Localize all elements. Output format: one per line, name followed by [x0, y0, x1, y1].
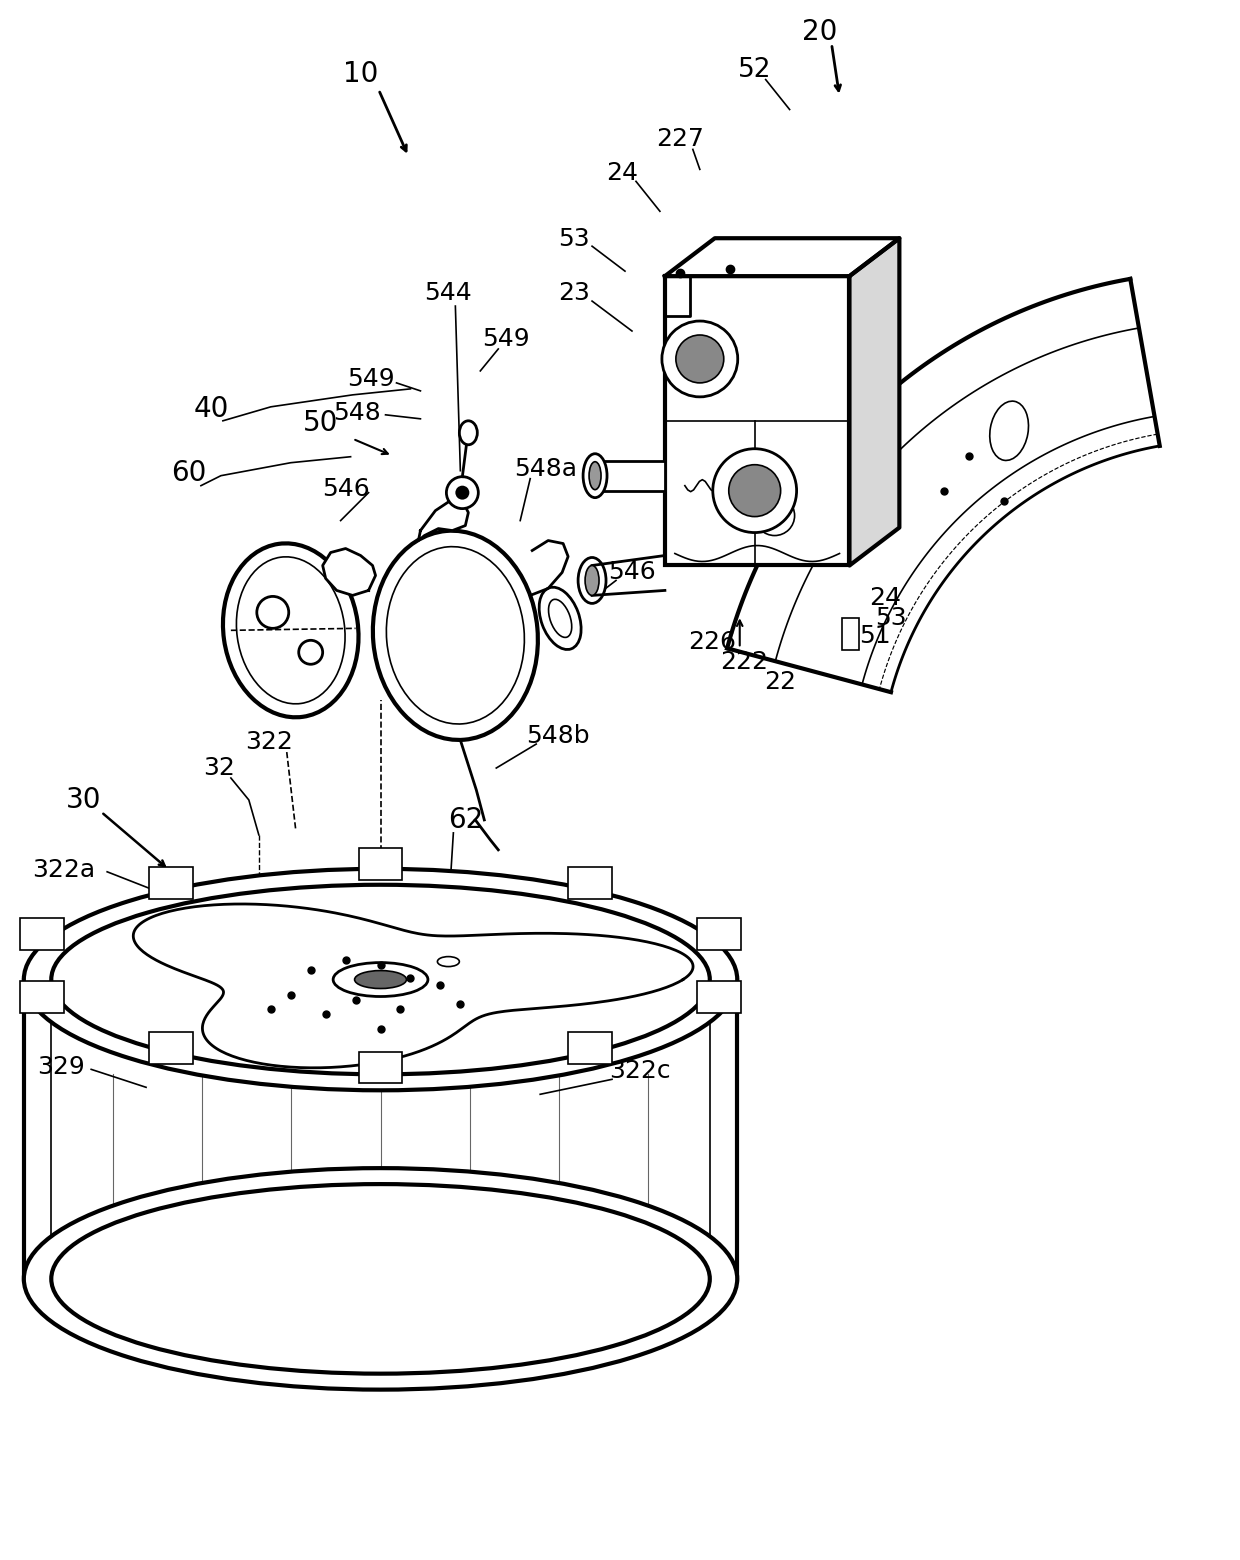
Ellipse shape: [459, 421, 477, 445]
Text: 23: 23: [558, 281, 590, 306]
Text: 30: 30: [66, 786, 100, 814]
Polygon shape: [322, 549, 376, 596]
Text: 546: 546: [608, 560, 656, 585]
Text: 60: 60: [171, 459, 207, 487]
Text: 322b: 322b: [358, 1236, 423, 1259]
Circle shape: [257, 596, 289, 629]
Polygon shape: [595, 460, 665, 491]
FancyBboxPatch shape: [697, 919, 742, 950]
Polygon shape: [727, 279, 1159, 693]
FancyBboxPatch shape: [697, 981, 742, 1012]
Ellipse shape: [223, 543, 358, 718]
Ellipse shape: [373, 530, 538, 739]
FancyBboxPatch shape: [358, 847, 403, 880]
FancyBboxPatch shape: [568, 867, 611, 899]
Text: 542: 542: [439, 657, 486, 680]
Ellipse shape: [334, 963, 428, 997]
Text: 548a: 548a: [513, 457, 577, 480]
Polygon shape: [665, 239, 899, 276]
Text: 322c: 322c: [609, 1059, 671, 1083]
Text: 322: 322: [244, 730, 293, 753]
Text: 548: 548: [332, 401, 381, 424]
Text: 32: 32: [203, 757, 234, 780]
Text: 53: 53: [875, 607, 908, 630]
Ellipse shape: [24, 869, 738, 1090]
Text: 329: 329: [365, 1285, 413, 1309]
Text: 329: 329: [37, 1056, 86, 1080]
Text: 40: 40: [193, 395, 228, 423]
Text: 20: 20: [802, 17, 837, 45]
Text: 544: 544: [424, 281, 472, 306]
Text: 24: 24: [869, 587, 901, 610]
FancyBboxPatch shape: [568, 1033, 611, 1064]
FancyBboxPatch shape: [20, 981, 63, 1012]
FancyBboxPatch shape: [149, 867, 193, 899]
Ellipse shape: [578, 557, 606, 604]
Polygon shape: [133, 903, 693, 1069]
Circle shape: [455, 485, 469, 499]
Circle shape: [713, 449, 796, 532]
Ellipse shape: [355, 970, 407, 989]
Ellipse shape: [51, 885, 709, 1075]
Text: 50: 50: [303, 409, 339, 437]
Polygon shape: [418, 501, 469, 540]
Text: 62: 62: [448, 807, 482, 835]
Ellipse shape: [585, 565, 599, 596]
FancyBboxPatch shape: [358, 1051, 403, 1084]
Text: 10: 10: [343, 59, 378, 87]
Circle shape: [446, 477, 479, 509]
Circle shape: [662, 321, 738, 396]
Circle shape: [729, 465, 781, 516]
Text: 52: 52: [738, 56, 771, 83]
Ellipse shape: [438, 956, 459, 967]
Text: 226: 226: [688, 630, 735, 654]
FancyBboxPatch shape: [149, 1033, 193, 1064]
Text: 549: 549: [347, 367, 394, 392]
Text: 227: 227: [656, 128, 704, 151]
FancyBboxPatch shape: [20, 919, 63, 950]
Text: 54: 54: [482, 668, 515, 693]
Text: 53: 53: [558, 228, 590, 251]
FancyBboxPatch shape: [665, 276, 849, 565]
Ellipse shape: [583, 454, 608, 498]
Text: 322a: 322a: [32, 858, 94, 881]
Ellipse shape: [539, 587, 582, 649]
Text: 22: 22: [764, 671, 796, 694]
Text: 24: 24: [606, 161, 639, 186]
Ellipse shape: [51, 1184, 709, 1374]
Ellipse shape: [24, 1168, 738, 1390]
Text: 325a: 325a: [609, 947, 671, 972]
Text: 549: 549: [482, 328, 529, 351]
Text: 548b: 548b: [526, 724, 590, 749]
Text: 51: 51: [859, 624, 892, 649]
Text: 546: 546: [321, 477, 370, 501]
Text: 324: 324: [242, 1265, 290, 1289]
Text: 222: 222: [719, 651, 768, 674]
Ellipse shape: [589, 462, 601, 490]
Circle shape: [676, 335, 724, 382]
Polygon shape: [849, 239, 899, 565]
Circle shape: [299, 640, 322, 665]
